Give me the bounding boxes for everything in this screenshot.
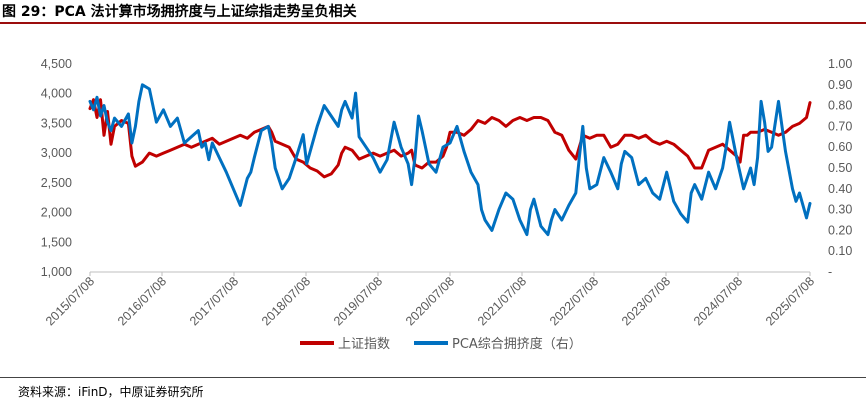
series-line-index	[88, 98, 812, 179]
x-tick-label: 2018/07/08	[259, 274, 313, 328]
right-tick-label: 0.30	[828, 203, 852, 217]
right-tick-label: 0.50	[828, 161, 852, 175]
x-tick-label: 2017/07/08	[187, 274, 241, 328]
right-tick-label: 0.10	[828, 244, 852, 258]
right-tick-label: 1.00	[828, 57, 852, 71]
right-tick-label: -	[828, 265, 832, 279]
x-tick-label: 2015/07/08	[43, 274, 97, 328]
x-tick-label: 2024/07/08	[691, 274, 745, 328]
x-tick-label: 2021/07/08	[475, 274, 529, 328]
left-tick-label: 3,000	[41, 146, 72, 160]
left-tick-label: 4,000	[41, 87, 72, 101]
legend-label-pca: PCA综合拥挤度（右）	[452, 336, 582, 352]
source-note: 资料来源：iFinD，中原证券研究所	[18, 385, 204, 399]
right-tick-label: 0.40	[828, 182, 852, 196]
right-tick-label: 0.20	[828, 223, 852, 237]
x-tick-label: 2016/07/08	[115, 274, 169, 328]
title-rule	[0, 22, 866, 24]
right-axis: - 0.10 0.20 0.30 0.40 0.50 0.60 0.70 0.80 0.90 1.0…	[828, 57, 852, 279]
figure-title: 图 29：PCA 法计算市场拥挤度与上证综指走势呈负相关	[2, 4, 357, 20]
legend: 上证指数 PCA综合拥挤度（右）	[300, 336, 582, 352]
left-tick-label: 4,500	[41, 57, 72, 71]
left-tick-label: 2,000	[41, 206, 72, 220]
line-chart: 1,000 1,500 2,000 2,500 3,000 3,500 4,000 4,500…	[41, 57, 853, 352]
left-tick-label: 1,500	[41, 235, 72, 249]
x-tick-label: 2022/07/08	[547, 274, 601, 328]
left-tick-label: 2,500	[41, 176, 72, 190]
left-axis: 1,000 1,500 2,000 2,500 3,000 3,500 4,000 4,500	[41, 57, 72, 279]
right-tick-label: 0.70	[828, 119, 852, 133]
legend-label-index: 上证指数	[338, 337, 390, 352]
left-tick-label: 3,500	[41, 116, 72, 130]
right-tick-label: 0.80	[828, 99, 852, 113]
series-line-pca	[88, 83, 812, 237]
x-tick-label: 2023/07/08	[619, 274, 673, 328]
right-tick-label: 0.90	[828, 78, 852, 92]
left-tick-label: 1,000	[41, 265, 72, 279]
x-tick-label: 2025/07/08	[763, 274, 817, 328]
right-tick-label: 0.60	[828, 140, 852, 154]
series-layer	[88, 83, 812, 237]
footer-rule	[0, 377, 866, 378]
x-tick-label: 2020/07/08	[403, 274, 457, 328]
x-tick-label: 2019/07/08	[331, 274, 385, 328]
x-axis: 2015/07/08 2016/07/08 2017/07/08 2018/07/08…	[43, 272, 817, 328]
